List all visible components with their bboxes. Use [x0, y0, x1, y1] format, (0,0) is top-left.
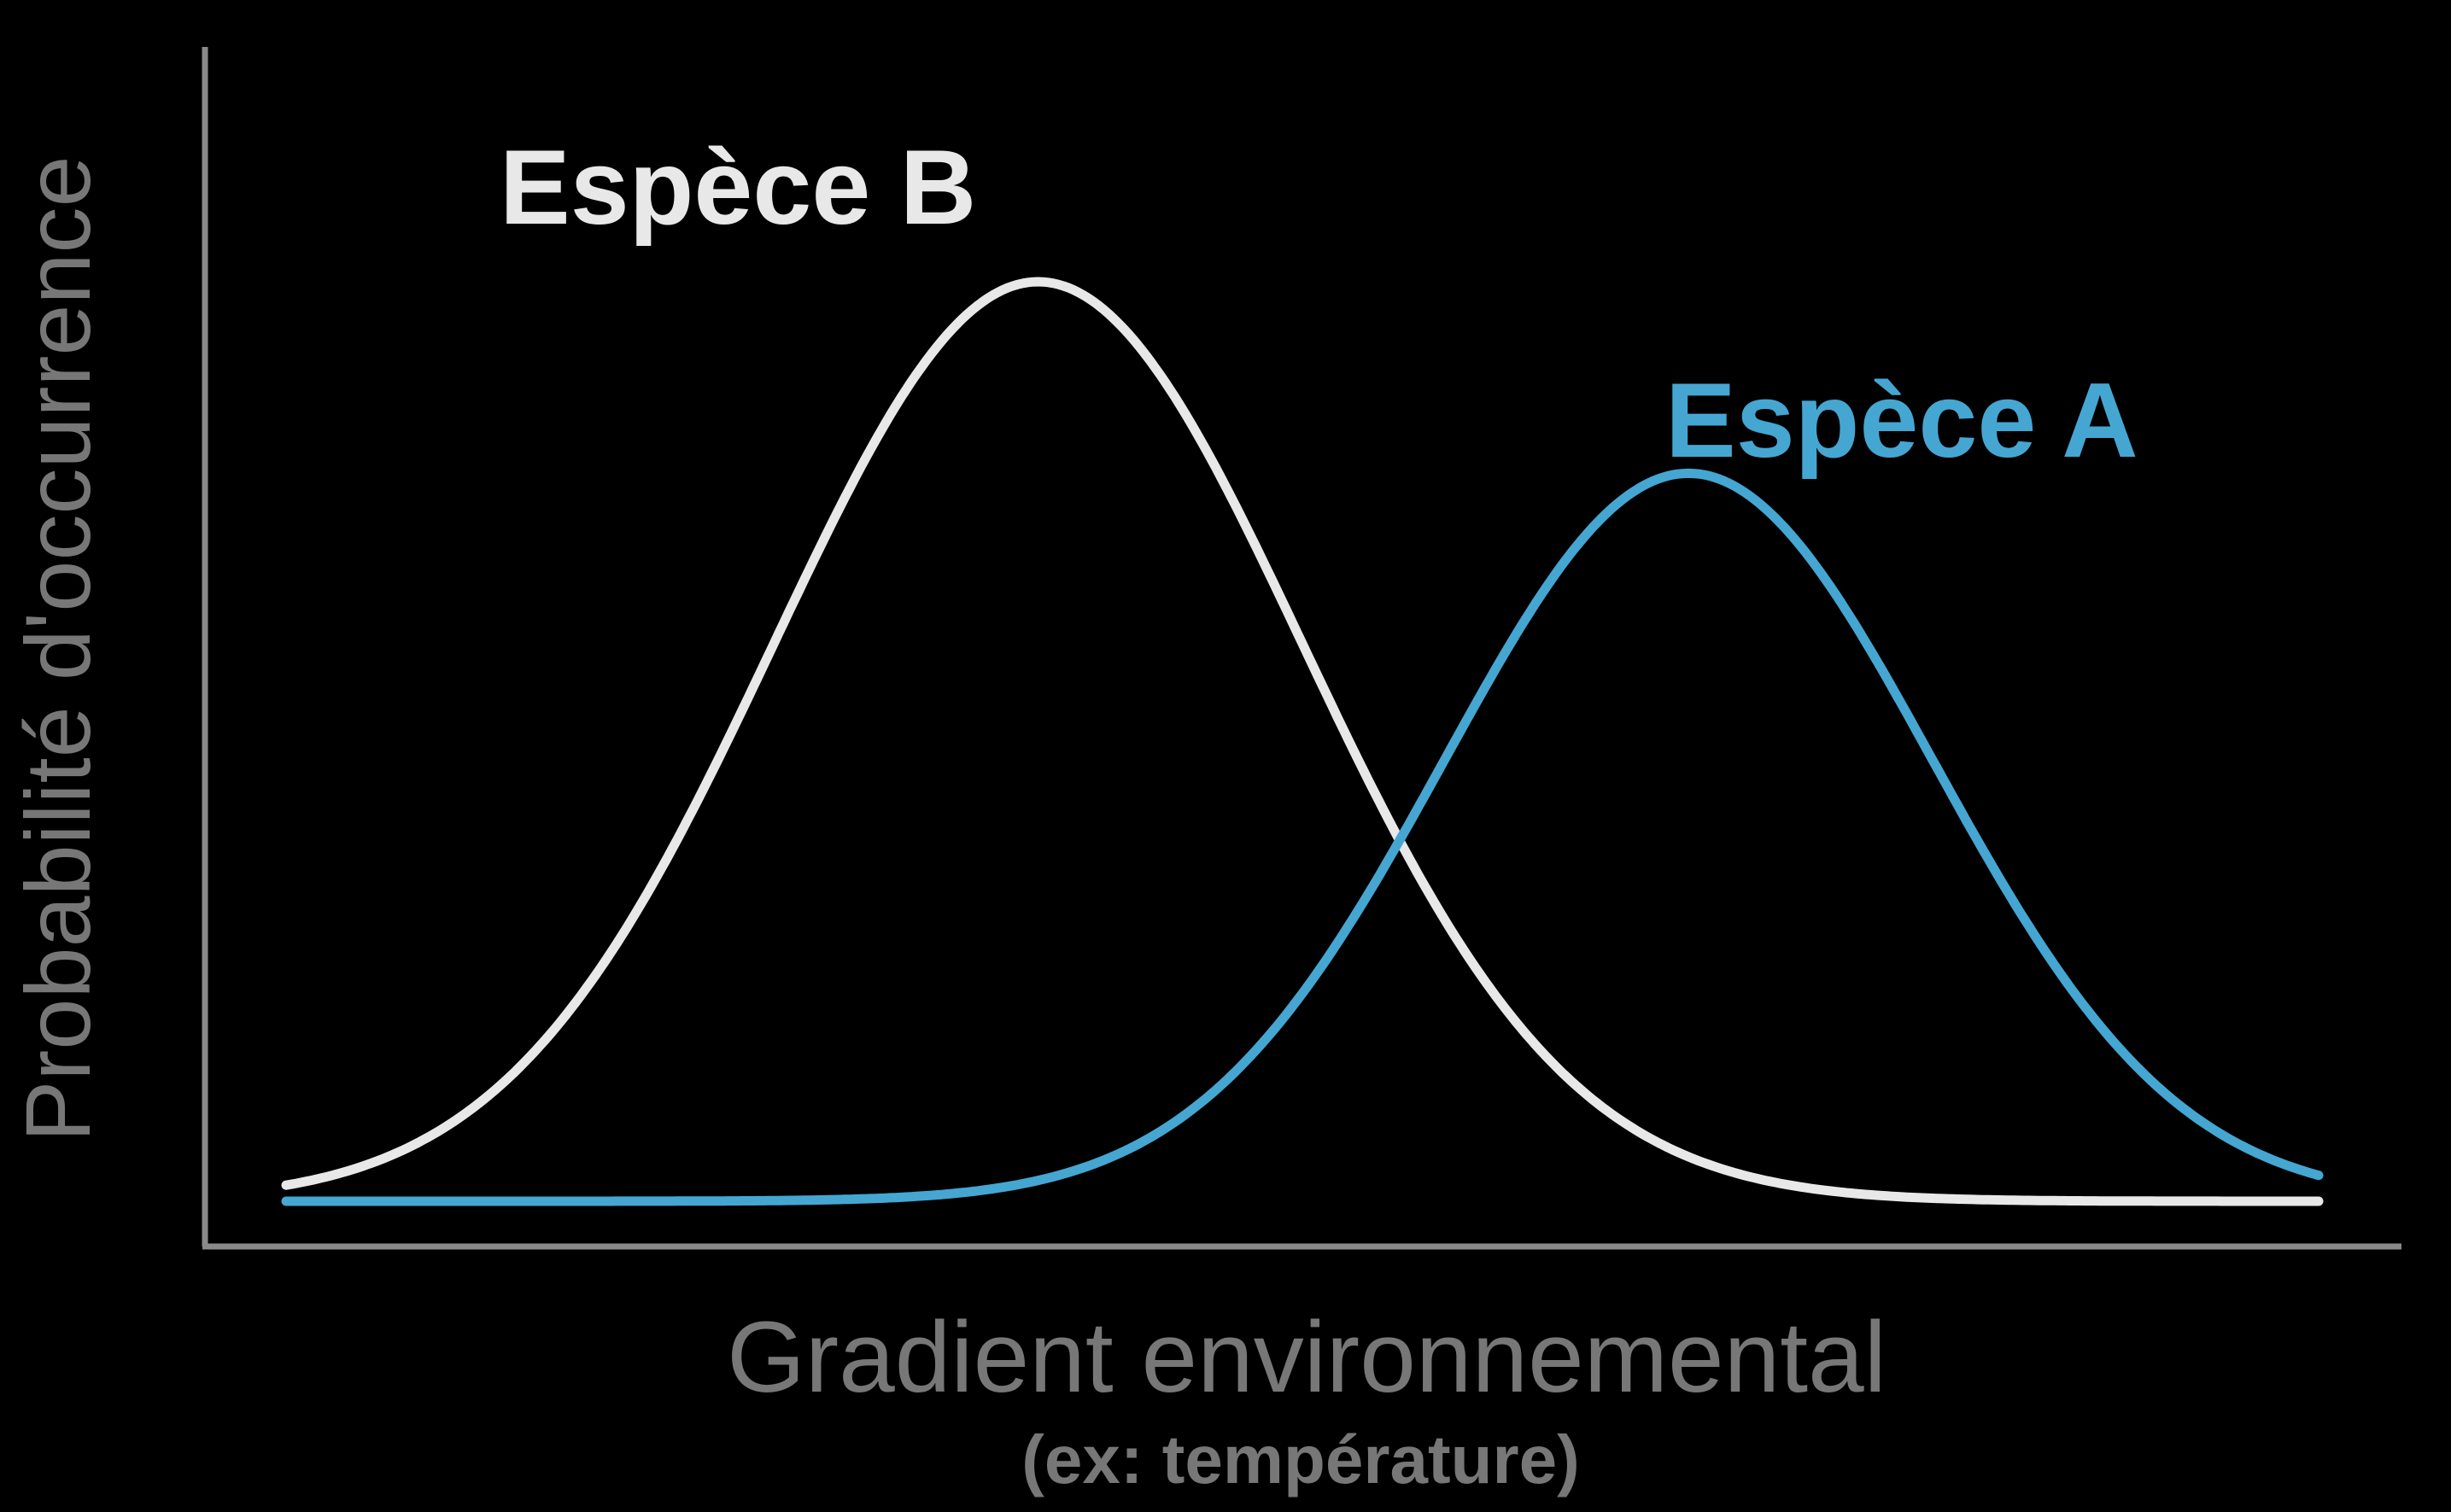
- series-label-espece-b: Espèce B: [500, 129, 976, 247]
- x-axis-title: Gradient environnemental: [727, 1301, 1887, 1414]
- curves-group: [281, 277, 2324, 1206]
- series-line-espece-a: [281, 468, 2324, 1206]
- y-axis-title: Probabilité d'occurrence: [6, 155, 109, 1141]
- series-line-espece-b: [281, 277, 2324, 1206]
- series-label-espece-a: Espèce A: [1665, 362, 2138, 480]
- x-axis-subtitle: (ex: température): [1021, 1422, 1580, 1497]
